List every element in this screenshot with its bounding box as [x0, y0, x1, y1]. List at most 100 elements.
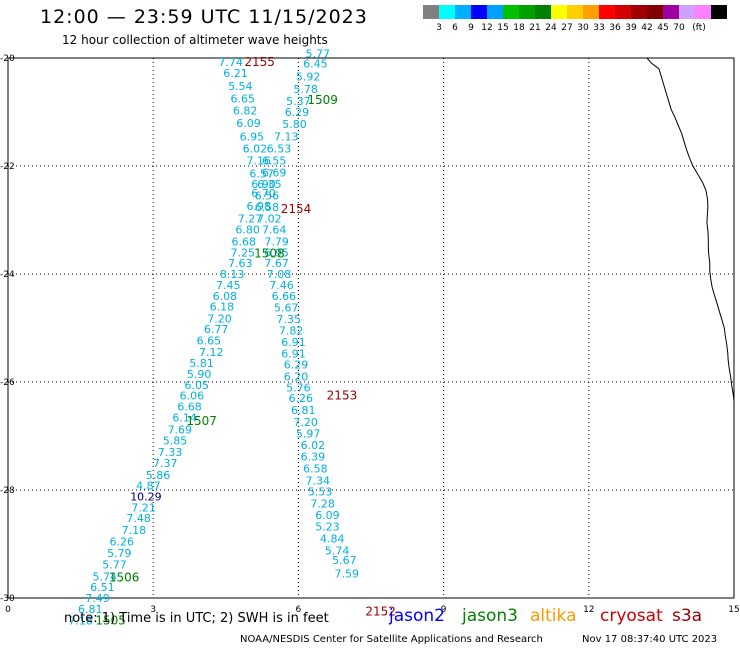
wave-height-reading: 6.81	[291, 404, 316, 417]
y-tick-label: -22	[0, 162, 15, 172]
pass-number-label: 1507	[186, 414, 217, 428]
pass-number-label: 2154	[281, 202, 312, 216]
y-tick-label: -28	[0, 486, 15, 496]
wave-height-reading: 5.37	[286, 95, 311, 108]
y-tick-label: -24	[0, 270, 15, 280]
wave-height-reading: 7.48	[126, 512, 151, 525]
legend-label: 70	[673, 23, 685, 33]
wave-height-reading: 5.81	[189, 357, 214, 370]
wave-height-reading: 6.39	[301, 451, 326, 464]
legend-label: 30	[577, 23, 589, 33]
pass-number-label: 1505	[95, 614, 126, 628]
legend-label: (ft)	[692, 23, 706, 33]
wave-height-reading: 6.65	[230, 93, 255, 106]
wave-height-reading: 6.29	[284, 359, 309, 372]
x-tick-label: 12	[583, 605, 594, 615]
wave-height-reading: 6.91	[281, 336, 306, 349]
page-title: 12:00 — 23:59 UTC 11/15/2023	[40, 6, 368, 28]
wave-height-reading: 6.58	[303, 462, 328, 475]
page-subtitle: 12 hour collection of altimeter wave hei…	[62, 33, 328, 47]
wave-height-reading: 5.97	[296, 427, 321, 440]
wave-height-reading: 6.09	[315, 509, 340, 522]
wave-height-reading: 4.87	[136, 480, 161, 493]
wave-height-reading: 6.08	[213, 290, 238, 303]
legend-swatch	[535, 5, 551, 19]
pass-number-label: 2152	[365, 605, 396, 619]
wave-height-reading: 6.70	[251, 187, 276, 200]
wave-height-reading: 6.82	[233, 104, 258, 117]
wave-height-reading: 7.18	[122, 524, 147, 537]
credit-line: NOAA/NESDIS Center for Satellite Applica…	[240, 634, 543, 645]
legend-label: 39	[625, 23, 637, 33]
legend-swatch	[583, 5, 599, 19]
y-tick-label: -26	[0, 378, 15, 388]
pass-number-label: 2153	[327, 389, 358, 403]
y-tick-label: -20	[0, 54, 15, 64]
footer-note: note: 1) Time is in UTC; 2) SWH is in fe…	[64, 611, 329, 626]
legend-swatch	[567, 5, 583, 19]
legend-swatch	[679, 5, 695, 19]
wave-height-reading: 6.77	[204, 323, 229, 336]
wave-height-reading: 6.02	[243, 143, 268, 156]
wave-height-reading: 6.69	[262, 166, 287, 179]
wave-height-reading: 4.84	[320, 533, 345, 546]
legend-swatch	[487, 5, 503, 19]
legend-label: 18	[513, 23, 525, 33]
legend-label: 24	[545, 23, 557, 33]
wave-height-reading: 7.45	[216, 279, 241, 292]
legend-swatch	[455, 5, 471, 19]
wave-height-reading: 6.20	[284, 371, 309, 384]
wave-height-reading: 5.53	[308, 486, 333, 499]
legend-swatch	[439, 5, 455, 19]
x-tick-label: 15	[728, 605, 739, 615]
satellite-label-altika: altika	[530, 606, 577, 626]
satellite-label-cryosat: cryosat	[600, 606, 663, 626]
wave-height-reading: 6.26	[289, 392, 314, 405]
wave-height-reading: 7.67	[264, 257, 289, 270]
wave-height-reading: 6.95	[240, 130, 265, 143]
wave-height-reading: 6.65	[197, 334, 222, 347]
satellite-label-jason2: jason2	[389, 606, 445, 626]
pass-number-label: 1508	[254, 246, 285, 260]
wave-height-reading: 7.27	[238, 212, 263, 225]
wave-height-reading: 6.68	[231, 236, 256, 249]
wave-height-reading: 5.76	[286, 381, 311, 394]
wave-height-reading: 6.90	[251, 178, 276, 191]
wave-height-reading: 6.53	[267, 143, 292, 156]
pass-number-label: 2155	[244, 55, 275, 69]
wave-height-reading: 6.66	[272, 290, 297, 303]
wave-height-reading: 7.08	[267, 268, 292, 281]
pass-number-label: 1509	[307, 93, 338, 107]
wave-height-reading: 7.18	[68, 615, 93, 628]
wave-height-reading: 6.51	[90, 581, 115, 594]
legend-swatch	[631, 5, 647, 19]
wave-height-reading: 7.28	[310, 498, 335, 511]
wave-height-reading: 5.74	[325, 544, 350, 557]
wave-height-reading: 6.55	[262, 155, 287, 168]
wave-height-reading: 6.14	[172, 412, 197, 425]
legend-label: 3	[436, 23, 442, 33]
legend-swatch	[711, 5, 727, 19]
wave-height-reading: 10.29	[130, 490, 162, 503]
legend-label: 42	[641, 23, 653, 33]
legend-swatch	[615, 5, 631, 19]
wave-height-reading: 5.67	[332, 554, 357, 567]
x-tick-label: 6	[296, 605, 302, 615]
wave-height-reading: 7.79	[264, 236, 289, 249]
legend-label: 9	[468, 23, 474, 33]
wave-height-reading: 7.34	[306, 474, 331, 487]
wave-height-reading: 7.64	[262, 224, 287, 237]
legend-swatch	[551, 5, 567, 19]
wave-height-reading: 6.98	[246, 200, 271, 213]
wave-height-reading: 6.91	[281, 347, 306, 360]
wave-height-reading: 5.92	[296, 70, 321, 83]
wave-height-reading: 6.21	[223, 67, 248, 80]
wave-height-reading: 6.35	[257, 178, 282, 191]
wave-height-reading: 7.16	[246, 155, 271, 168]
legend-swatch	[647, 5, 663, 19]
x-tick-label: 9	[441, 605, 447, 615]
wave-height-reading: 5.80	[282, 118, 307, 131]
wave-height-reading: 7.25	[230, 246, 255, 259]
wave-height-reading: 7.59	[335, 568, 360, 581]
